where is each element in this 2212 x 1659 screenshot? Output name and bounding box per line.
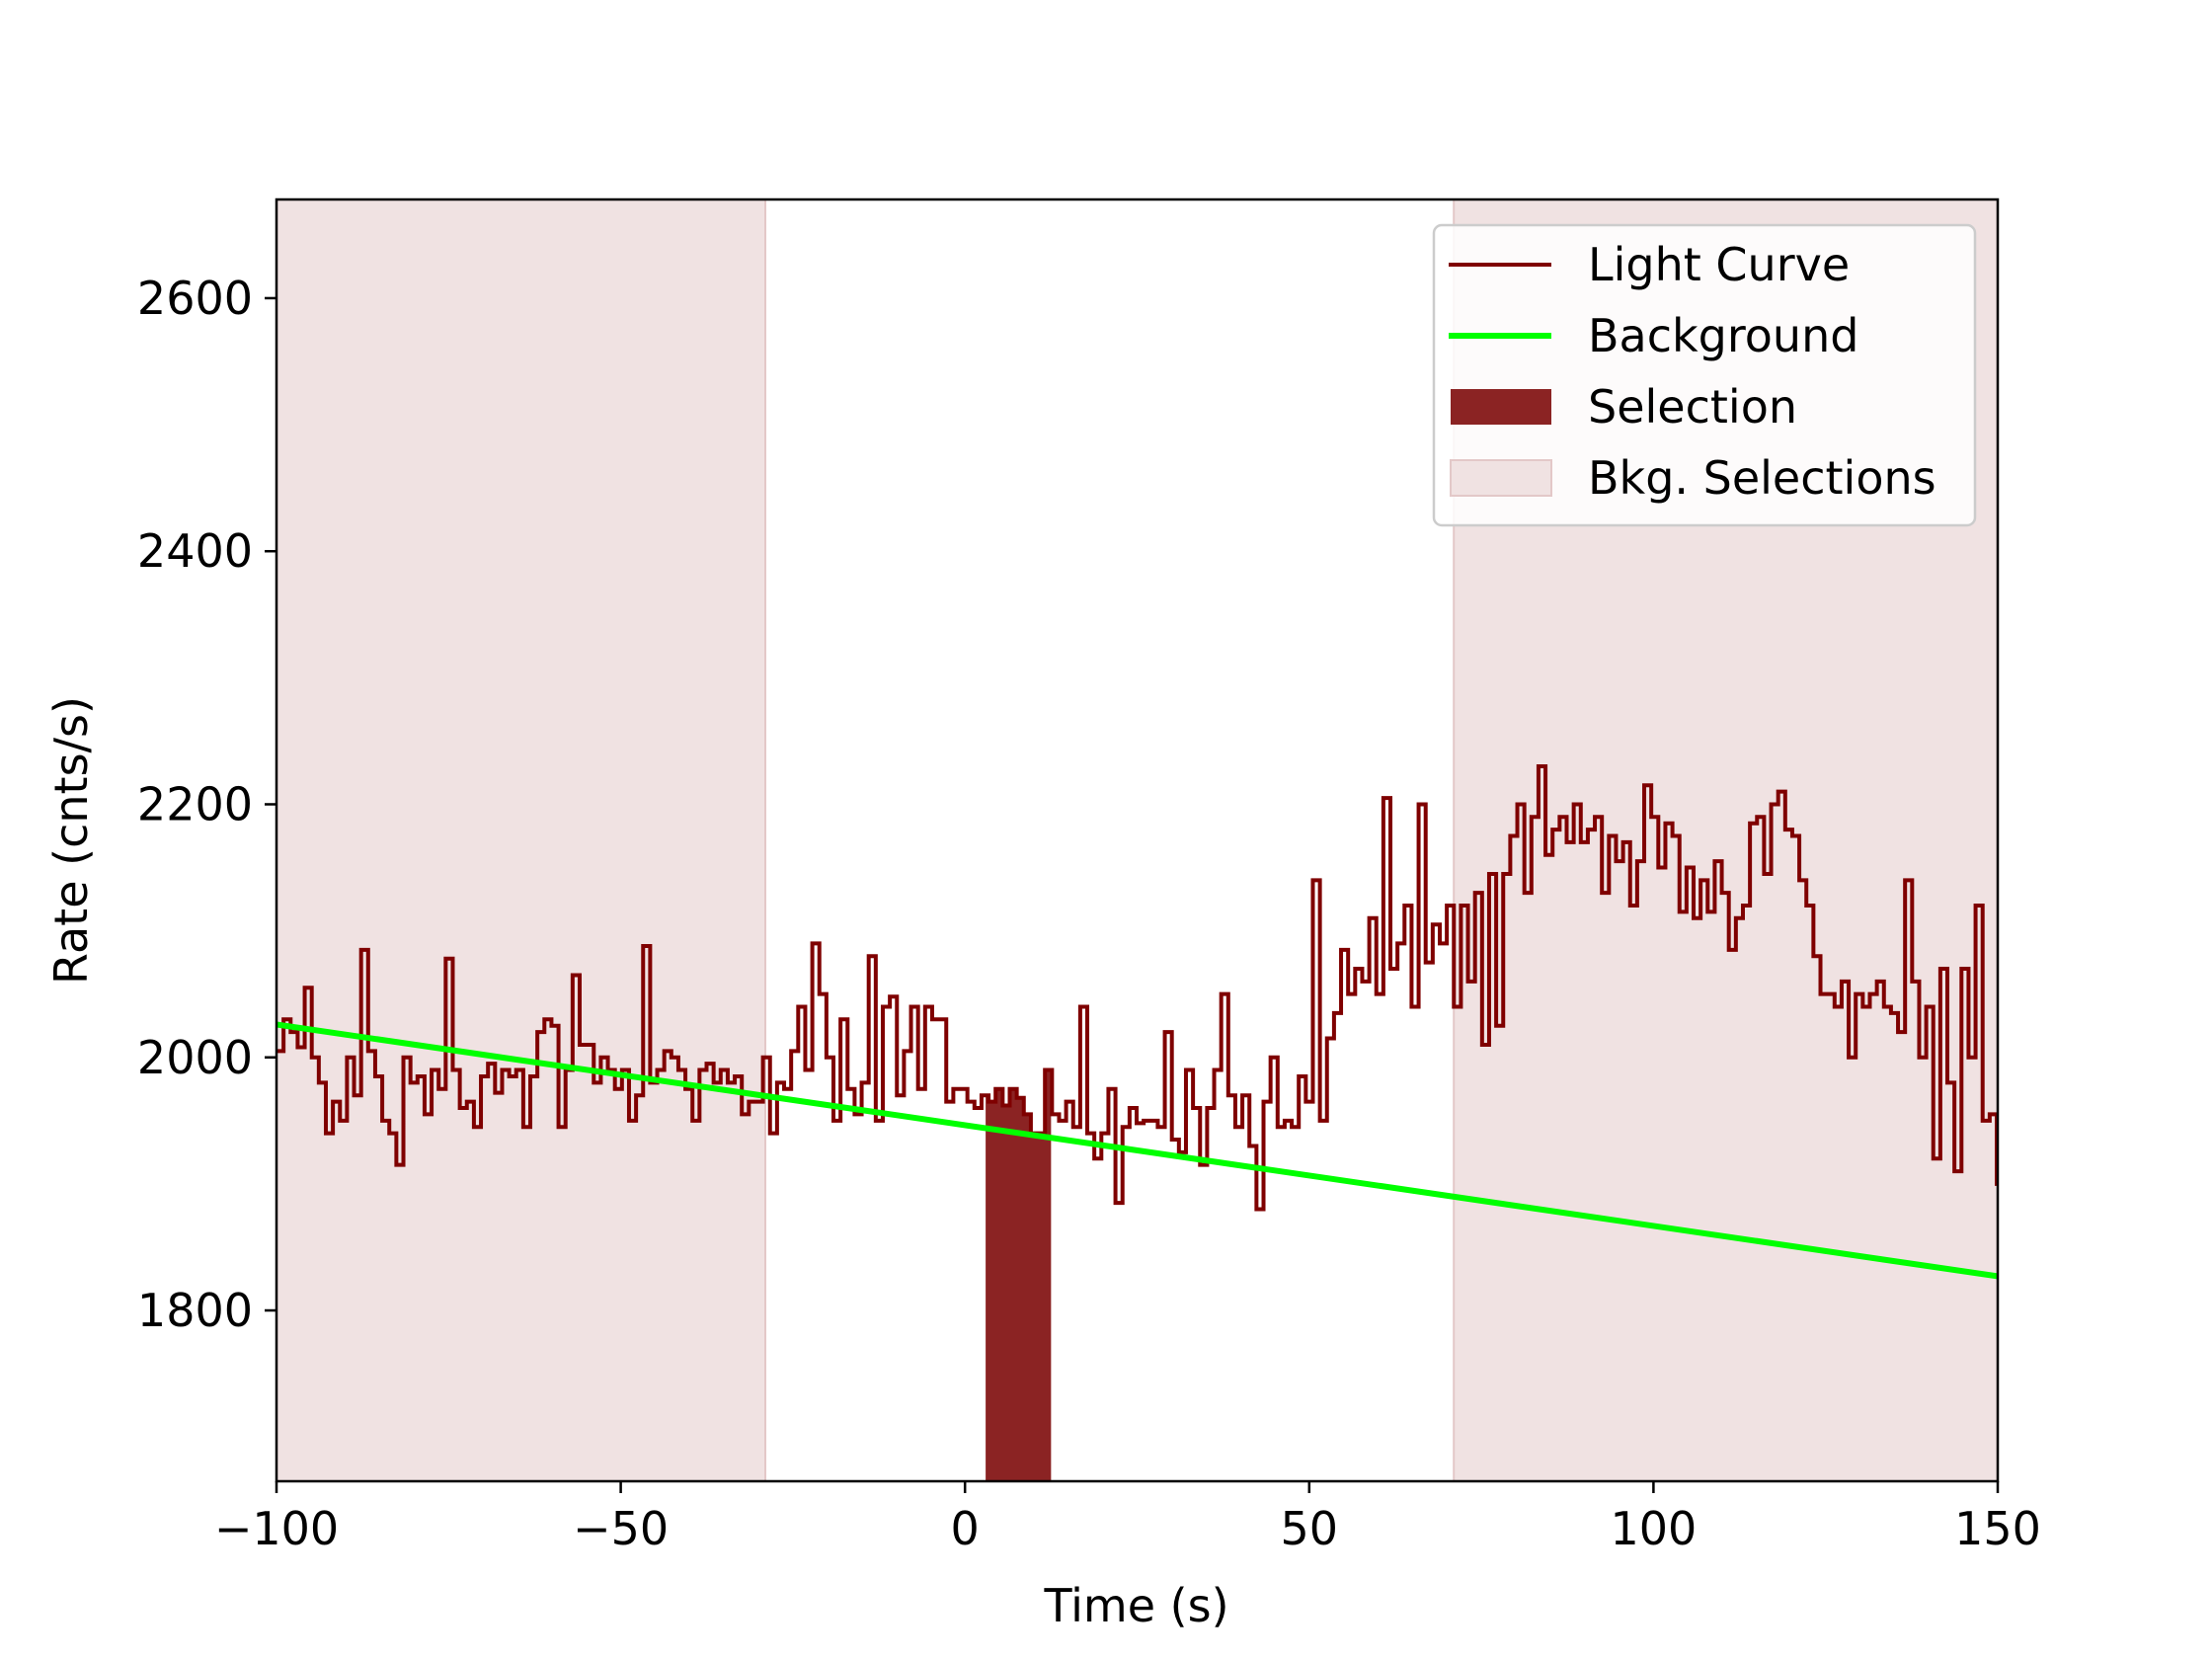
y-tick-label: 2000: [137, 1031, 253, 1084]
bkg-selection-0: [276, 199, 767, 1481]
light-curve-layer: [276, 764, 1998, 1212]
legend-bkg-selections-label: Bkg. Selections: [1588, 451, 1936, 505]
background-fit-layer: [276, 1021, 1998, 1280]
selection-layer: [986, 1069, 1052, 1481]
y-tick-label: 2200: [137, 777, 253, 830]
x-axis: −100 −50 0 50 100 150: [214, 1481, 2041, 1555]
selection-area: [986, 1069, 1052, 1481]
x-tick-label: 150: [1954, 1502, 2041, 1555]
y-axis: 1800 2000 2200 2400 2600: [137, 272, 276, 1337]
x-tick-label: 50: [1281, 1502, 1339, 1555]
y-tick-label: 2400: [137, 524, 253, 578]
y-tick-label: 1800: [137, 1284, 253, 1337]
x-tick-label: 0: [951, 1502, 980, 1555]
legend: Light Curve Background Selection Bkg. Se…: [1432, 223, 1977, 527]
x-tick-label: −100: [214, 1502, 339, 1555]
legend-light-curve-label: Light Curve: [1588, 238, 1850, 291]
legend-selection-swatch: [1451, 389, 1551, 425]
x-tick-label: −50: [573, 1502, 669, 1555]
legend-background-label: Background: [1588, 309, 1858, 362]
legend-bkg-selections-swatch: [1450, 459, 1552, 497]
plot-frame: [275, 198, 2000, 1483]
background-fit-line: [276, 1021, 1998, 1280]
x-tick-label: 100: [1610, 1502, 1697, 1555]
x-axis-title: Time (s): [1043, 1579, 1228, 1632]
light-curve: [276, 764, 1998, 1212]
legend-selection-label: Selection: [1588, 380, 1797, 434]
y-axis-title: Rate (cnts/s): [44, 696, 98, 985]
legend-frame: [1432, 223, 1977, 527]
y-tick-label: 2600: [137, 272, 253, 325]
